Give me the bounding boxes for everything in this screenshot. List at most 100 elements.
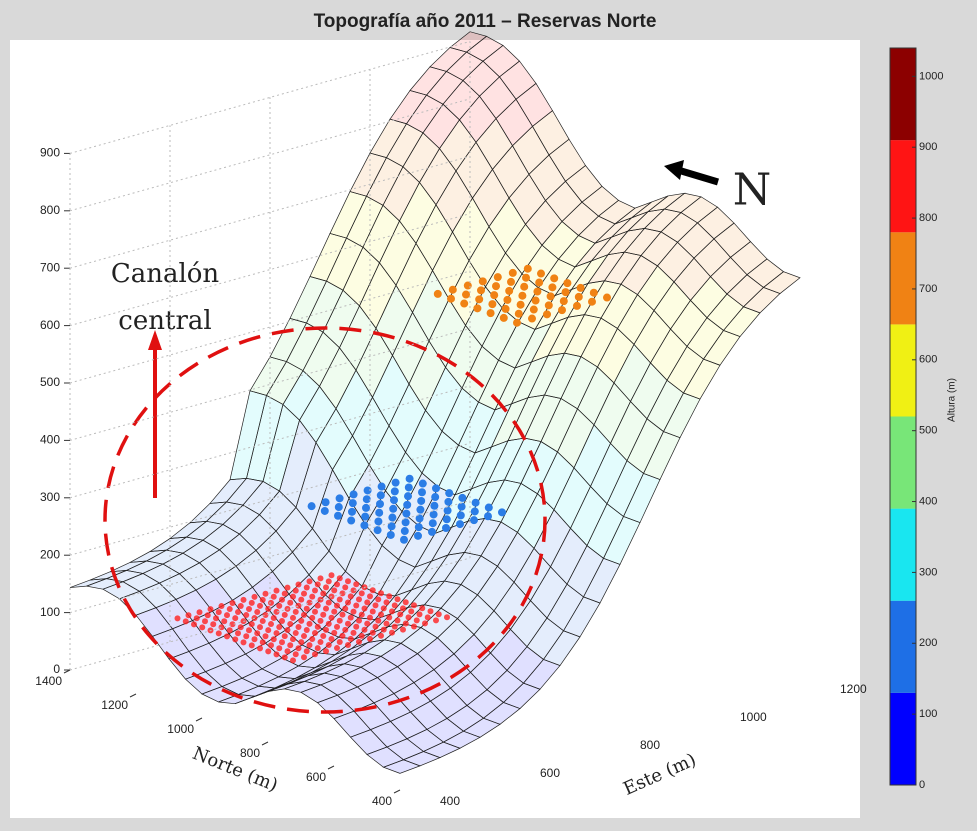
station	[513, 318, 521, 327]
station	[391, 478, 400, 487]
station	[298, 596, 305, 603]
station	[362, 495, 371, 504]
x-tick-label: 1200	[840, 682, 867, 696]
station	[210, 621, 217, 628]
station	[235, 630, 241, 637]
station	[273, 587, 280, 594]
station	[505, 286, 514, 295]
station	[544, 301, 553, 310]
station	[317, 575, 324, 582]
station	[320, 506, 329, 515]
grid-line	[69, 327, 471, 441]
station	[317, 639, 324, 646]
colorbar-band	[890, 600, 916, 693]
station	[488, 300, 497, 309]
station	[348, 507, 356, 516]
station	[292, 608, 299, 615]
station	[548, 283, 557, 292]
grid-line	[69, 98, 471, 212]
station	[369, 629, 376, 636]
station	[444, 497, 453, 506]
colorbar-tick-label: 900	[919, 141, 937, 153]
station	[248, 599, 255, 606]
station	[276, 624, 283, 631]
station	[257, 645, 263, 652]
tick	[195, 717, 203, 722]
station	[307, 502, 316, 511]
station	[268, 599, 274, 606]
colorbar-label: Altura (m)	[947, 378, 958, 422]
station	[561, 288, 570, 297]
station	[259, 639, 266, 646]
station	[356, 596, 362, 603]
station	[413, 617, 420, 624]
station	[334, 645, 340, 652]
station	[215, 630, 222, 637]
station	[309, 593, 316, 600]
station	[574, 292, 583, 301]
station	[334, 602, 340, 609]
station	[202, 618, 208, 625]
station	[400, 527, 409, 536]
station	[312, 629, 318, 636]
station	[226, 627, 233, 634]
station	[383, 599, 390, 606]
station	[546, 292, 555, 301]
station	[408, 608, 415, 615]
station	[478, 277, 487, 286]
station	[358, 590, 365, 597]
z-tick-label: 600	[40, 318, 60, 332]
station	[268, 621, 274, 628]
station	[416, 505, 425, 514]
arrow-head	[148, 330, 162, 350]
station	[442, 524, 450, 532]
station	[268, 642, 274, 649]
station	[320, 590, 327, 597]
station	[323, 605, 329, 612]
station	[276, 645, 283, 652]
station	[358, 632, 365, 639]
station	[314, 602, 321, 609]
station	[535, 278, 544, 287]
station	[529, 305, 538, 314]
station	[473, 304, 482, 313]
station	[457, 502, 466, 511]
station	[314, 581, 321, 588]
annotation: Canalón	[111, 259, 220, 289]
station	[490, 291, 499, 300]
colorbar-tick-label: 1000	[919, 70, 943, 82]
station	[363, 486, 372, 495]
station	[414, 523, 423, 532]
station	[435, 611, 442, 618]
grid-line	[69, 40, 471, 154]
station	[276, 602, 283, 609]
station	[543, 310, 551, 319]
surface	[69, 31, 801, 774]
station	[303, 648, 310, 655]
station	[303, 626, 310, 633]
station	[325, 599, 332, 606]
station	[292, 651, 299, 658]
station	[404, 483, 413, 492]
station	[328, 614, 335, 621]
station	[331, 587, 338, 594]
station	[533, 287, 542, 296]
x-tick-label: 800	[640, 738, 660, 752]
station	[298, 639, 305, 646]
station	[251, 593, 258, 600]
station	[342, 605, 349, 612]
station	[262, 590, 269, 597]
station	[391, 602, 398, 609]
station	[281, 654, 288, 661]
station	[320, 611, 327, 618]
station	[444, 614, 450, 621]
y-tick-label: 600	[306, 770, 326, 784]
station	[433, 289, 442, 298]
station	[301, 633, 307, 640]
station	[270, 636, 277, 643]
station	[284, 648, 291, 655]
station	[336, 575, 343, 582]
chart-title: Topografía año 2011 – Reservas Norte	[314, 11, 657, 32]
station	[372, 623, 379, 630]
z-tick-label: 500	[40, 375, 60, 389]
